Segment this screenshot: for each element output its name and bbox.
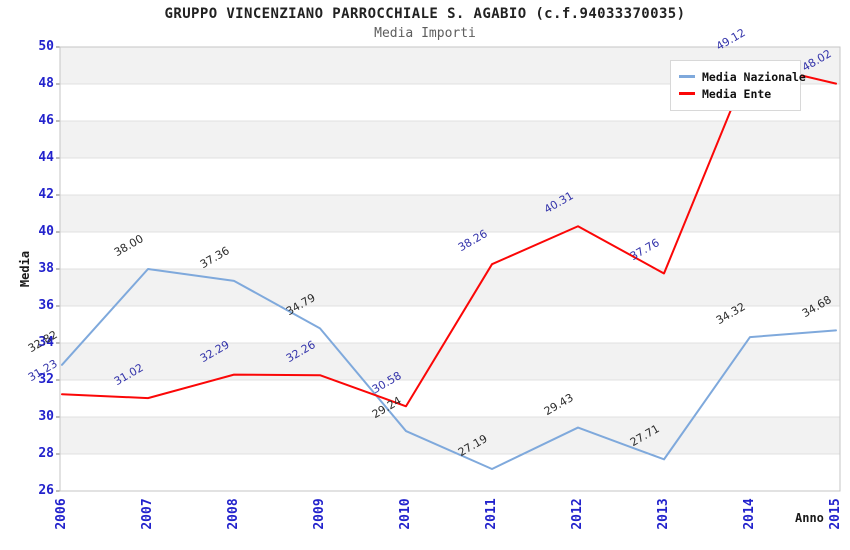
legend-label-media-nazionale: Media Nazionale <box>702 69 806 84</box>
grid-band <box>60 121 840 158</box>
y-tick-label: 46 <box>38 113 54 128</box>
series-line-media-nazionale <box>61 268 837 470</box>
x-axis-title: Anno <box>795 511 824 525</box>
y-tick-label: 30 <box>38 409 54 424</box>
x-tick-label: 2009 <box>312 498 327 530</box>
x-tick-label: 2006 <box>54 498 69 530</box>
x-tick-label: 2015 <box>828 498 843 530</box>
grid-band <box>60 417 840 454</box>
legend-label-media-ente: Media Ente <box>702 86 772 101</box>
grid-band <box>60 195 840 232</box>
legend-item-media-nazionale: Media Nazionale <box>679 69 806 84</box>
legend-swatch-media-nazionale <box>679 75 695 78</box>
chart-subtitle: Media Importi <box>374 26 476 41</box>
y-tick-label: 32 <box>38 372 54 387</box>
chart-title: GRUPPO VINCENZIANO PARROCCHIALE S. AGABI… <box>164 6 686 22</box>
y-tick-label: 28 <box>38 446 54 461</box>
legend-item-media-ente: Media Ente <box>679 86 792 101</box>
x-tick-label: 2010 <box>398 498 413 530</box>
legend: Media Nazionale Media Ente <box>670 60 806 111</box>
grid-band <box>60 158 840 195</box>
y-tick-label: 26 <box>38 483 54 498</box>
y-tick-label: 38 <box>38 261 54 276</box>
series-line-media-ente <box>61 62 837 408</box>
x-tick-label: 2011 <box>484 498 499 530</box>
x-tick-label: 2008 <box>226 498 241 530</box>
y-tick-label: 48 <box>38 76 54 91</box>
grid-band <box>60 306 840 343</box>
y-tick-label: 40 <box>38 224 54 239</box>
grid-band <box>60 343 840 380</box>
y-tick-label: 34 <box>38 335 54 350</box>
grid-band <box>60 232 840 269</box>
grid-band <box>60 269 840 306</box>
x-tick-label: 2014 <box>742 498 757 530</box>
legend-swatch-media-ente <box>679 92 695 95</box>
y-tick-label: 36 <box>38 298 54 313</box>
y-tick-label: 42 <box>38 187 54 202</box>
x-tick-label: 2013 <box>656 498 671 530</box>
x-tick-label: 2012 <box>570 498 585 530</box>
y-tick-label: 44 <box>38 150 54 165</box>
grid-band <box>60 454 840 491</box>
y-tick-label: 50 <box>38 39 54 54</box>
grid-band <box>60 380 840 417</box>
plot-border <box>59 46 841 492</box>
x-tick-label: 2007 <box>140 498 155 530</box>
